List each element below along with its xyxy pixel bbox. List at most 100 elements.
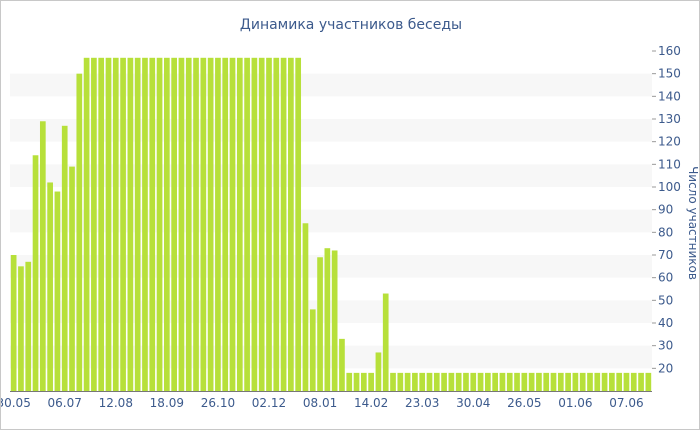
y-tick-label: 100: [658, 180, 681, 194]
bar: [455, 372, 462, 391]
x-tick-label: 12.08: [99, 396, 133, 410]
x-tick-label: 06.07: [48, 396, 82, 410]
y-tick-label: 90: [658, 203, 673, 217]
bar: [215, 57, 221, 392]
bar: [47, 182, 53, 391]
y-tick-label: 140: [658, 89, 681, 103]
bar: [251, 57, 258, 392]
bar: [390, 372, 396, 391]
grid-band: [10, 119, 652, 142]
bar: [339, 338, 345, 391]
bar: [288, 57, 294, 392]
x-tick-label: 07.06: [609, 396, 643, 410]
bar: [579, 372, 586, 391]
y-tick-label: 120: [658, 135, 681, 149]
x-tick-label: 23.03: [405, 396, 439, 410]
bar: [594, 372, 601, 391]
bar: [309, 309, 316, 391]
bar: [346, 372, 353, 391]
bar: [229, 57, 236, 392]
y-tick-label: 30: [658, 339, 673, 353]
bar: [623, 372, 630, 391]
y-tick-label: 70: [658, 248, 673, 262]
bar: [185, 57, 192, 392]
bar: [550, 372, 557, 391]
y-tick-label: 110: [658, 157, 681, 171]
x-tick-label: 02.12: [252, 396, 286, 410]
y-tick-label: 150: [658, 67, 681, 81]
bar: [609, 372, 615, 391]
bar: [18, 266, 24, 391]
bar: [317, 257, 323, 391]
bar: [10, 255, 17, 391]
bar: [448, 372, 455, 391]
y-axis-ticks: 20 30 40 50 60 70 80 90 100 110 120 130 140 150 160: [652, 44, 681, 375]
bar: [499, 372, 506, 391]
grid-band: [10, 164, 652, 187]
bar: [601, 372, 608, 391]
x-tick-label: 18.09: [150, 396, 184, 410]
grid-band: [10, 345, 652, 369]
bar: [506, 372, 513, 391]
bar: [426, 372, 433, 391]
bar: [514, 372, 520, 391]
bar: [536, 372, 542, 391]
y-tick-label: 50: [658, 293, 673, 307]
bar: [441, 372, 447, 391]
x-tick-label: 14.02: [354, 396, 388, 410]
bar: [200, 57, 207, 392]
bar: [587, 372, 593, 391]
bar: [266, 57, 272, 392]
grid-band: [10, 73, 652, 97]
grid-band: [10, 300, 652, 323]
bar: [295, 57, 302, 392]
x-tick-label: 26.05: [507, 396, 541, 410]
bar: [375, 352, 382, 391]
bar: [521, 372, 528, 391]
y-axis-title: Число участников: [686, 166, 699, 280]
bar: [39, 121, 46, 392]
bar: [353, 372, 360, 391]
bar: [236, 57, 243, 392]
bar: [477, 372, 484, 391]
bar: [616, 372, 623, 391]
bar: [368, 372, 374, 391]
bar: [470, 372, 477, 391]
bar: [433, 372, 440, 391]
bar: [485, 372, 491, 391]
bar: [645, 372, 652, 391]
grid-band: [10, 209, 652, 233]
bar: [404, 372, 411, 391]
bar: [244, 57, 250, 392]
bar: [492, 372, 498, 391]
bar: [397, 372, 404, 391]
y-tick-label: 160: [658, 44, 681, 58]
bar: [302, 223, 309, 391]
bar: [543, 372, 550, 391]
bar: [54, 191, 61, 391]
bar: [280, 57, 287, 392]
bar: [69, 166, 75, 391]
y-tick-label: 40: [658, 316, 673, 330]
bars: [10, 57, 652, 392]
bar: [61, 125, 68, 392]
x-tick-label: 30.04: [456, 396, 490, 410]
bar: [360, 372, 367, 391]
x-tick-label: 01.06: [558, 396, 592, 410]
x-tick-label: 08.01: [303, 396, 337, 410]
bar: [76, 73, 83, 392]
y-tick-label: 130: [658, 112, 681, 126]
bar: [91, 57, 97, 392]
bar: [120, 57, 126, 392]
x-tick-label: 26.10: [201, 396, 235, 410]
bar: [134, 57, 141, 392]
bar: [565, 372, 571, 391]
bar: [382, 293, 389, 391]
bar: [557, 372, 564, 391]
bar: [25, 261, 32, 391]
y-tick-label: 80: [658, 225, 673, 239]
bar: [273, 57, 280, 392]
bar: [149, 57, 156, 392]
